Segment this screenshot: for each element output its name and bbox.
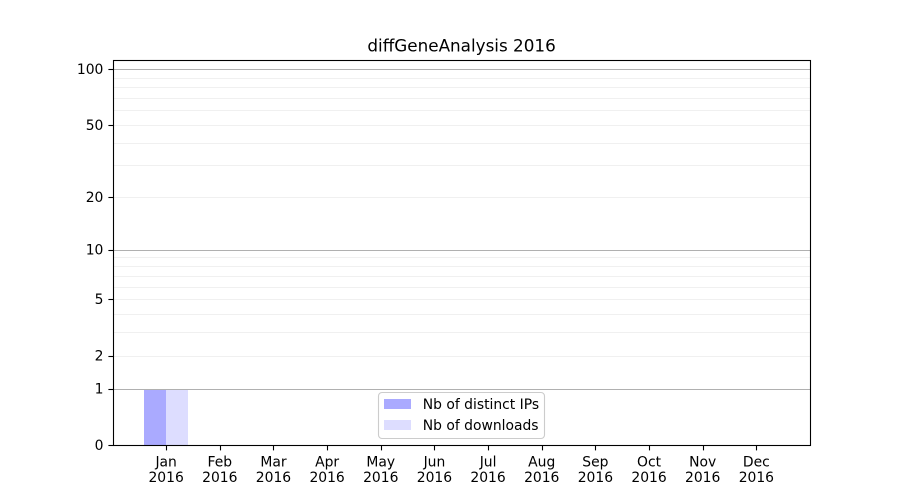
spines-layer [112, 59, 812, 447]
bar-distinct-ips [144, 389, 166, 446]
x-tick-label-month: Mar [260, 454, 286, 470]
legend-label: Nb of distinct IPs [423, 397, 539, 413]
y-tick-label: 0 [95, 438, 104, 454]
x-tick-label-month: Sep [582, 454, 608, 470]
y-tick-label: 20 [86, 190, 104, 206]
x-tick-label-month: Feb [208, 454, 233, 470]
x-tick-label-year: 2016 [309, 470, 344, 486]
bars-layer [144, 389, 188, 446]
x-tick-label-month: Aug [528, 454, 555, 470]
bar-downloads [166, 389, 188, 446]
x-tick-label-month: Oct [637, 454, 662, 470]
x-tick-label-year: 2016 [470, 470, 505, 486]
grid-minor-layer [114, 77, 810, 358]
legend-label: Nb of downloads [423, 418, 539, 434]
x-tick-label-month: Jan [154, 454, 176, 470]
x-tick-label-year: 2016 [256, 470, 291, 486]
x-tick-label-year: 2016 [417, 470, 452, 486]
x-tick-label-year: 2016 [148, 470, 183, 486]
y-tick-label: 50 [86, 118, 104, 134]
x-tick-label-month: Jun [423, 454, 446, 470]
legend: Nb of distinct IPs Nb of downloads [377, 391, 546, 440]
x-tick-label-year: 2016 [739, 470, 774, 486]
labels-layer: 0125102050100Jan2016Feb2016Mar2016Apr201… [77, 62, 774, 486]
x-tick-label-month: May [366, 454, 395, 470]
x-tick-label-year: 2016 [363, 470, 398, 486]
legend-swatch [384, 399, 411, 409]
x-tick-label-year: 2016 [631, 470, 666, 486]
y-tick-label: 100 [77, 62, 103, 78]
legend-box [377, 391, 546, 440]
y-tick-label: 10 [86, 243, 104, 259]
grid-major-layer [114, 68, 810, 391]
x-tick-label-year: 2016 [578, 470, 613, 486]
x-tick-label-year: 2016 [524, 470, 559, 486]
x-tick-label-month: Nov [689, 454, 716, 470]
x-tick-label-year: 2016 [685, 470, 720, 486]
x-tick-label-month: Dec [743, 454, 770, 470]
x-tick-label-month: Jul [479, 454, 497, 470]
x-tick-label-year: 2016 [202, 470, 237, 486]
legend-swatch [384, 420, 411, 430]
y-tick-label: 2 [95, 349, 104, 365]
y-tick-label: 1 [95, 382, 104, 398]
plot-border [112, 59, 812, 447]
ticks-layer [108, 68, 758, 451]
y-tick-label: 5 [95, 292, 104, 308]
chart-title: diffGeneAnalysis 2016 [367, 35, 555, 55]
x-tick-label-month: Apr [315, 454, 339, 470]
